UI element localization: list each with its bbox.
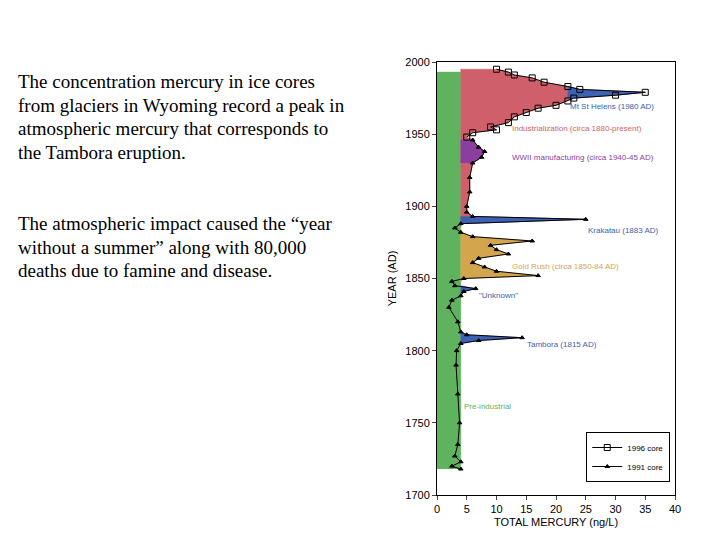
svg-text:TOTAL MERCURY (ng/L): TOTAL MERCURY (ng/L): [494, 516, 618, 528]
svg-text:Industrialization (circa 1880-: Industrialization (circa 1880-present): [512, 124, 642, 133]
svg-text:0: 0: [434, 503, 440, 515]
svg-text:5: 5: [464, 503, 470, 515]
svg-text:1750: 1750: [405, 417, 429, 429]
html-text:The concentration mercury in i: The concentration mercury in ice cores f…: [18, 71, 345, 163]
svg-text:Pre-industrial: Pre-industrial: [464, 402, 511, 411]
svg-text:Krakatau (1883 AD): Krakatau (1883 AD): [588, 226, 659, 235]
svg-text:2000: 2000: [405, 56, 429, 68]
svg-text:1996 core: 1996 core: [627, 444, 663, 453]
svg-text:1850: 1850: [405, 272, 429, 284]
svg-text:30: 30: [609, 503, 621, 515]
svg-text:WWII manufacturing (circa 1940: WWII manufacturing (circa 1940-45 AD): [512, 153, 654, 162]
svg-text:20: 20: [550, 503, 562, 515]
svg-text:Mt St Helens (1980 AD): Mt St Helens (1980 AD): [570, 102, 654, 111]
svg-text:15: 15: [520, 503, 532, 515]
svg-text:1900: 1900: [405, 200, 429, 212]
svg-text:1700: 1700: [405, 489, 429, 501]
svg-text:"Unknown": "Unknown": [479, 291, 518, 300]
svg-text:40: 40: [669, 503, 681, 515]
svg-text:Gold Rush (circa 1850-84 AD): Gold Rush (circa 1850-84 AD): [512, 262, 619, 271]
svg-text:1800: 1800: [405, 345, 429, 357]
svg-text:10: 10: [490, 503, 502, 515]
html-text:The atmospheric impact caused: The atmospheric impact caused the “year …: [18, 213, 332, 281]
svg-text:35: 35: [639, 503, 651, 515]
svg-text:1950: 1950: [405, 128, 429, 140]
svg-text:YEAR (AD): YEAR (AD): [386, 251, 398, 307]
svg-text:1991 core: 1991 core: [627, 463, 663, 472]
svg-text:25: 25: [580, 503, 592, 515]
svg-text:Tambora (1815 AD): Tambora (1815 AD): [527, 340, 597, 349]
